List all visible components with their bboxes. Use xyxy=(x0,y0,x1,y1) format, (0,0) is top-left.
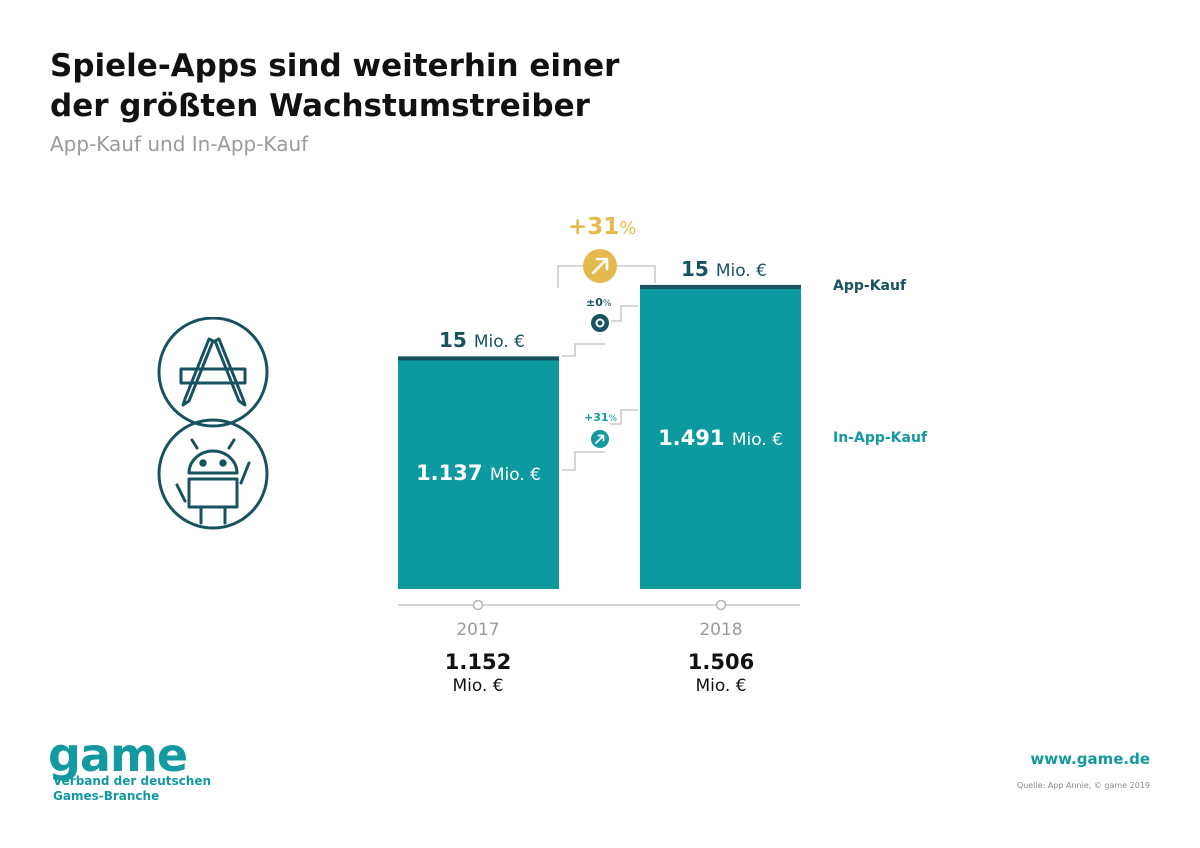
bar-app-kauf-2017 xyxy=(398,356,559,361)
total-2017: 1.152 Mio. € xyxy=(408,650,548,698)
data-label-app-2018: 15 Mio. € xyxy=(681,257,767,281)
total-2018-unit: Mio. € xyxy=(695,676,747,696)
bar-in-app-kauf-2017 xyxy=(398,356,559,589)
x-tick-label-2017: 2017 xyxy=(456,620,500,640)
title-line-2: der größten Wachstumstreiber xyxy=(50,88,590,124)
data-label-inapp-2017-unit: Mio. € xyxy=(489,465,541,485)
growth-inapp-num: +31 xyxy=(584,411,609,424)
website-link[interactable]: www.game.de xyxy=(1030,750,1150,768)
data-label-inapp-2017: 1.137 Mio. € xyxy=(398,461,559,485)
data-label-app-2018-num: 15 xyxy=(681,257,709,281)
growth-inapp-label: +31% xyxy=(584,411,617,424)
growth-app-label: ±0% xyxy=(586,296,611,309)
growth-total-pct: % xyxy=(619,218,637,239)
growth-app-num: ±0 xyxy=(586,296,603,309)
growth-total-num: +31 xyxy=(568,214,620,240)
x-tick-label-2018: 2018 xyxy=(699,620,743,640)
legend-in-app-kauf: In-App-Kauf xyxy=(833,430,928,446)
data-label-inapp-2018-num: 1.491 xyxy=(658,426,725,450)
data-label-inapp-2018-unit: Mio. € xyxy=(731,430,783,450)
game-logo: game xyxy=(48,728,188,782)
growth-markers xyxy=(583,249,617,448)
arrow-up-right-icon xyxy=(591,430,609,448)
total-2017-unit: Mio. € xyxy=(452,676,504,696)
bar-in-app-kauf-2018 xyxy=(640,284,801,589)
x-axis xyxy=(398,599,800,611)
bar-app-kauf-2018 xyxy=(640,284,801,289)
data-label-inapp-2017-num: 1.137 xyxy=(416,461,483,485)
chart-subtitle: App-Kauf und In-App-Kauf xyxy=(50,132,309,156)
logo-tagline-line-2: Games-Branche xyxy=(53,789,160,803)
legend-app-kauf: App-Kauf xyxy=(833,278,907,294)
logo-tagline-line-1: Verband der deutschen xyxy=(53,774,211,788)
growth-total-label: +31% xyxy=(568,214,636,240)
arrow-up-right-icon xyxy=(583,249,617,283)
data-label-app-2018-unit: Mio. € xyxy=(715,261,767,281)
growth-app-pct: % xyxy=(602,299,612,309)
growth-inapp-pct: % xyxy=(608,414,618,424)
connector-lines xyxy=(557,265,656,471)
title-line-1: Spiele-Apps sind weiterhin einer xyxy=(50,48,620,84)
bars xyxy=(398,284,801,589)
axis-marker-2018 xyxy=(715,599,727,611)
source-note: Quelle: App Annie, © game 2019 xyxy=(1016,781,1150,790)
chart-title: Spiele-Apps sind weiterhin einer der grö… xyxy=(50,46,750,126)
android-icon xyxy=(157,418,269,530)
axis-marker-2017 xyxy=(472,599,484,611)
circle-dot-icon xyxy=(591,314,609,332)
platform-icons xyxy=(157,317,269,530)
total-2017-num: 1.152 xyxy=(444,650,512,674)
data-label-app-2017: 15 Mio. € xyxy=(439,328,525,352)
app-store-icon xyxy=(157,317,269,428)
data-label-app-2017-unit: Mio. € xyxy=(473,332,525,352)
data-label-inapp-2018: 1.491 Mio. € xyxy=(640,426,801,450)
data-label-app-2017-num: 15 xyxy=(439,328,467,352)
total-2018: 1.506 Mio. € xyxy=(651,650,791,698)
logo-tagline: Verband der deutschen Games-Branche xyxy=(53,774,211,804)
total-2018-num: 1.506 xyxy=(687,650,755,674)
